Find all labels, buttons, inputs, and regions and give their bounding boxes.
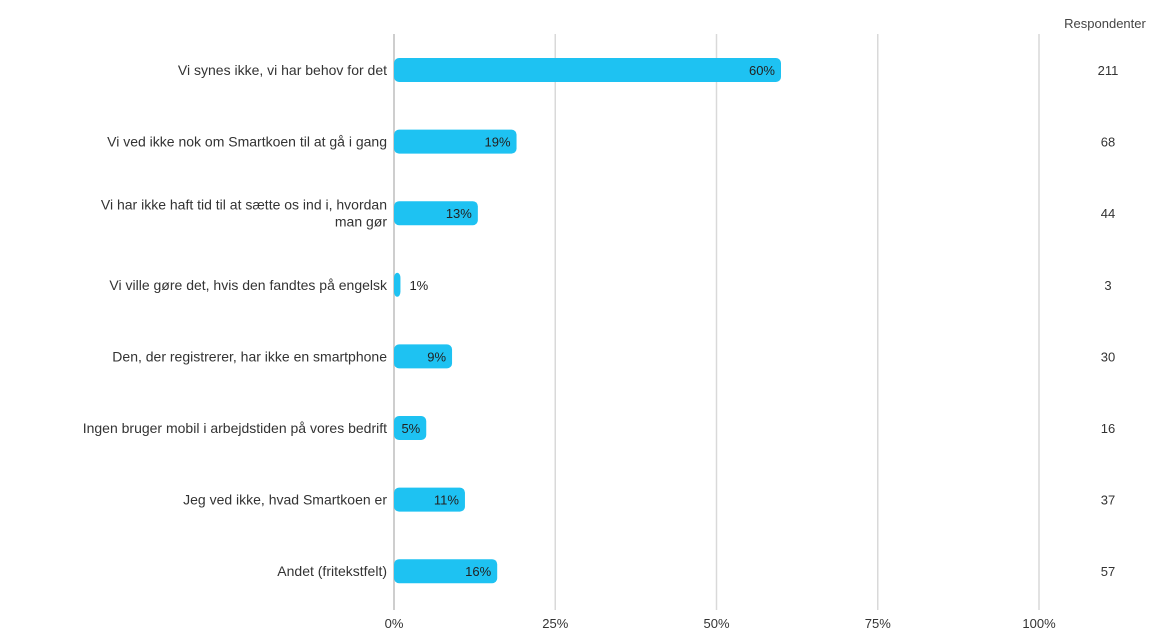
category-label: Vi ville gøre det, hvis den fandtes på e… bbox=[109, 277, 388, 293]
category-label: Vi synes ikke, vi har behov for det bbox=[178, 62, 387, 78]
grid-lines bbox=[393, 34, 1040, 610]
category-label: Vi har ikke haft tid til at sætte os ind… bbox=[101, 197, 387, 230]
bar bbox=[394, 344, 453, 369]
bar bbox=[394, 129, 517, 154]
bar bbox=[394, 58, 781, 82]
category-label: Den, der registrerer, har ikke en smartp… bbox=[112, 348, 387, 364]
bar bbox=[394, 272, 401, 297]
category-label: Andet (fritekstfelt) bbox=[277, 563, 387, 579]
bar bbox=[394, 416, 427, 440]
value-labels: 60% 19% 13% 1% 9% 5% 11% 16% bbox=[401, 63, 775, 579]
bar bbox=[394, 201, 478, 226]
respondent-count: 211 bbox=[1098, 63, 1119, 78]
respondent-count: 44 bbox=[1101, 206, 1115, 221]
x-tick-label: 0% bbox=[385, 616, 404, 630]
bar bbox=[394, 559, 498, 584]
value-label: 11% bbox=[434, 493, 459, 508]
x-tick-label: 25% bbox=[542, 616, 568, 630]
category-label: Ingen bruger mobil i arbejdstiden på vor… bbox=[83, 420, 387, 436]
bars-group bbox=[394, 58, 781, 584]
category-label: Jeg ved ikke, hvad Smartkoen er bbox=[183, 492, 387, 508]
value-label: 13% bbox=[446, 206, 472, 221]
category-label: Vi ved ikke nok om Smartkoen til at gå i… bbox=[107, 134, 387, 150]
respondent-count: 68 bbox=[1101, 135, 1115, 150]
respondent-count: 30 bbox=[1101, 349, 1115, 364]
value-label: 16% bbox=[465, 564, 491, 579]
x-axis-ticks: 0% 25% 50% 75% 100% bbox=[385, 616, 1056, 630]
respondent-count: 37 bbox=[1101, 493, 1115, 508]
value-label: 19% bbox=[485, 135, 511, 150]
category-labels: Vi synes ikke, vi har behov for det Vi ve… bbox=[83, 62, 388, 579]
x-tick-label: 100% bbox=[1022, 616, 1056, 630]
x-tick-label: 50% bbox=[703, 616, 729, 630]
respondent-count: 3 bbox=[1104, 278, 1111, 293]
value-label: 60% bbox=[749, 63, 775, 78]
bar bbox=[394, 487, 465, 512]
respondent-count: 16 bbox=[1101, 421, 1115, 436]
respondent-count: 57 bbox=[1101, 564, 1115, 579]
respondents-column: Respondenter 211 68 44 3 30 16 37 57 bbox=[1064, 16, 1146, 579]
value-label: 9% bbox=[427, 349, 446, 364]
x-tick-label: 75% bbox=[865, 616, 891, 630]
respondents-header: Respondenter bbox=[1064, 16, 1146, 31]
value-label: 5% bbox=[401, 421, 420, 436]
value-label: 1% bbox=[409, 278, 428, 293]
